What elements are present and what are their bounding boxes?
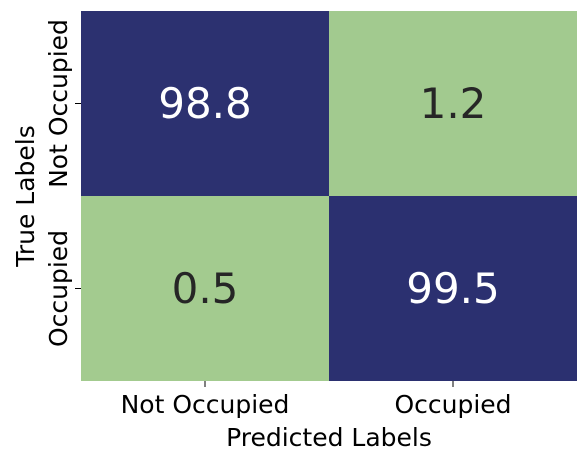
cell-value-label: 1.2 (420, 79, 487, 128)
x-tick-label: Not Occupied (121, 390, 290, 419)
cell-value-label: 99.5 (406, 264, 500, 313)
y-axis-label: True Labels (11, 125, 40, 268)
y-axis-ticks: Not Occupied Occupied (44, 19, 81, 347)
x-axis-label: Predicted Labels (226, 423, 432, 452)
heatmap-cells (81, 11, 577, 381)
heatmap-cell (329, 196, 577, 381)
heatmap-cell (81, 196, 329, 381)
cell-value-label: 0.5 (172, 264, 239, 313)
y-tick-label: Occupied (44, 230, 73, 347)
y-tick-label: Not Occupied (44, 19, 73, 188)
cell-value-labels: 98.8 1.2 0.5 99.5 (158, 79, 500, 313)
x-axis-ticks: Not Occupied Occupied (121, 381, 512, 419)
cell-value-label: 98.8 (158, 79, 252, 128)
heatmap-cell (329, 11, 577, 196)
x-tick-label: Occupied (394, 390, 511, 419)
heatmap-cell (81, 11, 329, 196)
